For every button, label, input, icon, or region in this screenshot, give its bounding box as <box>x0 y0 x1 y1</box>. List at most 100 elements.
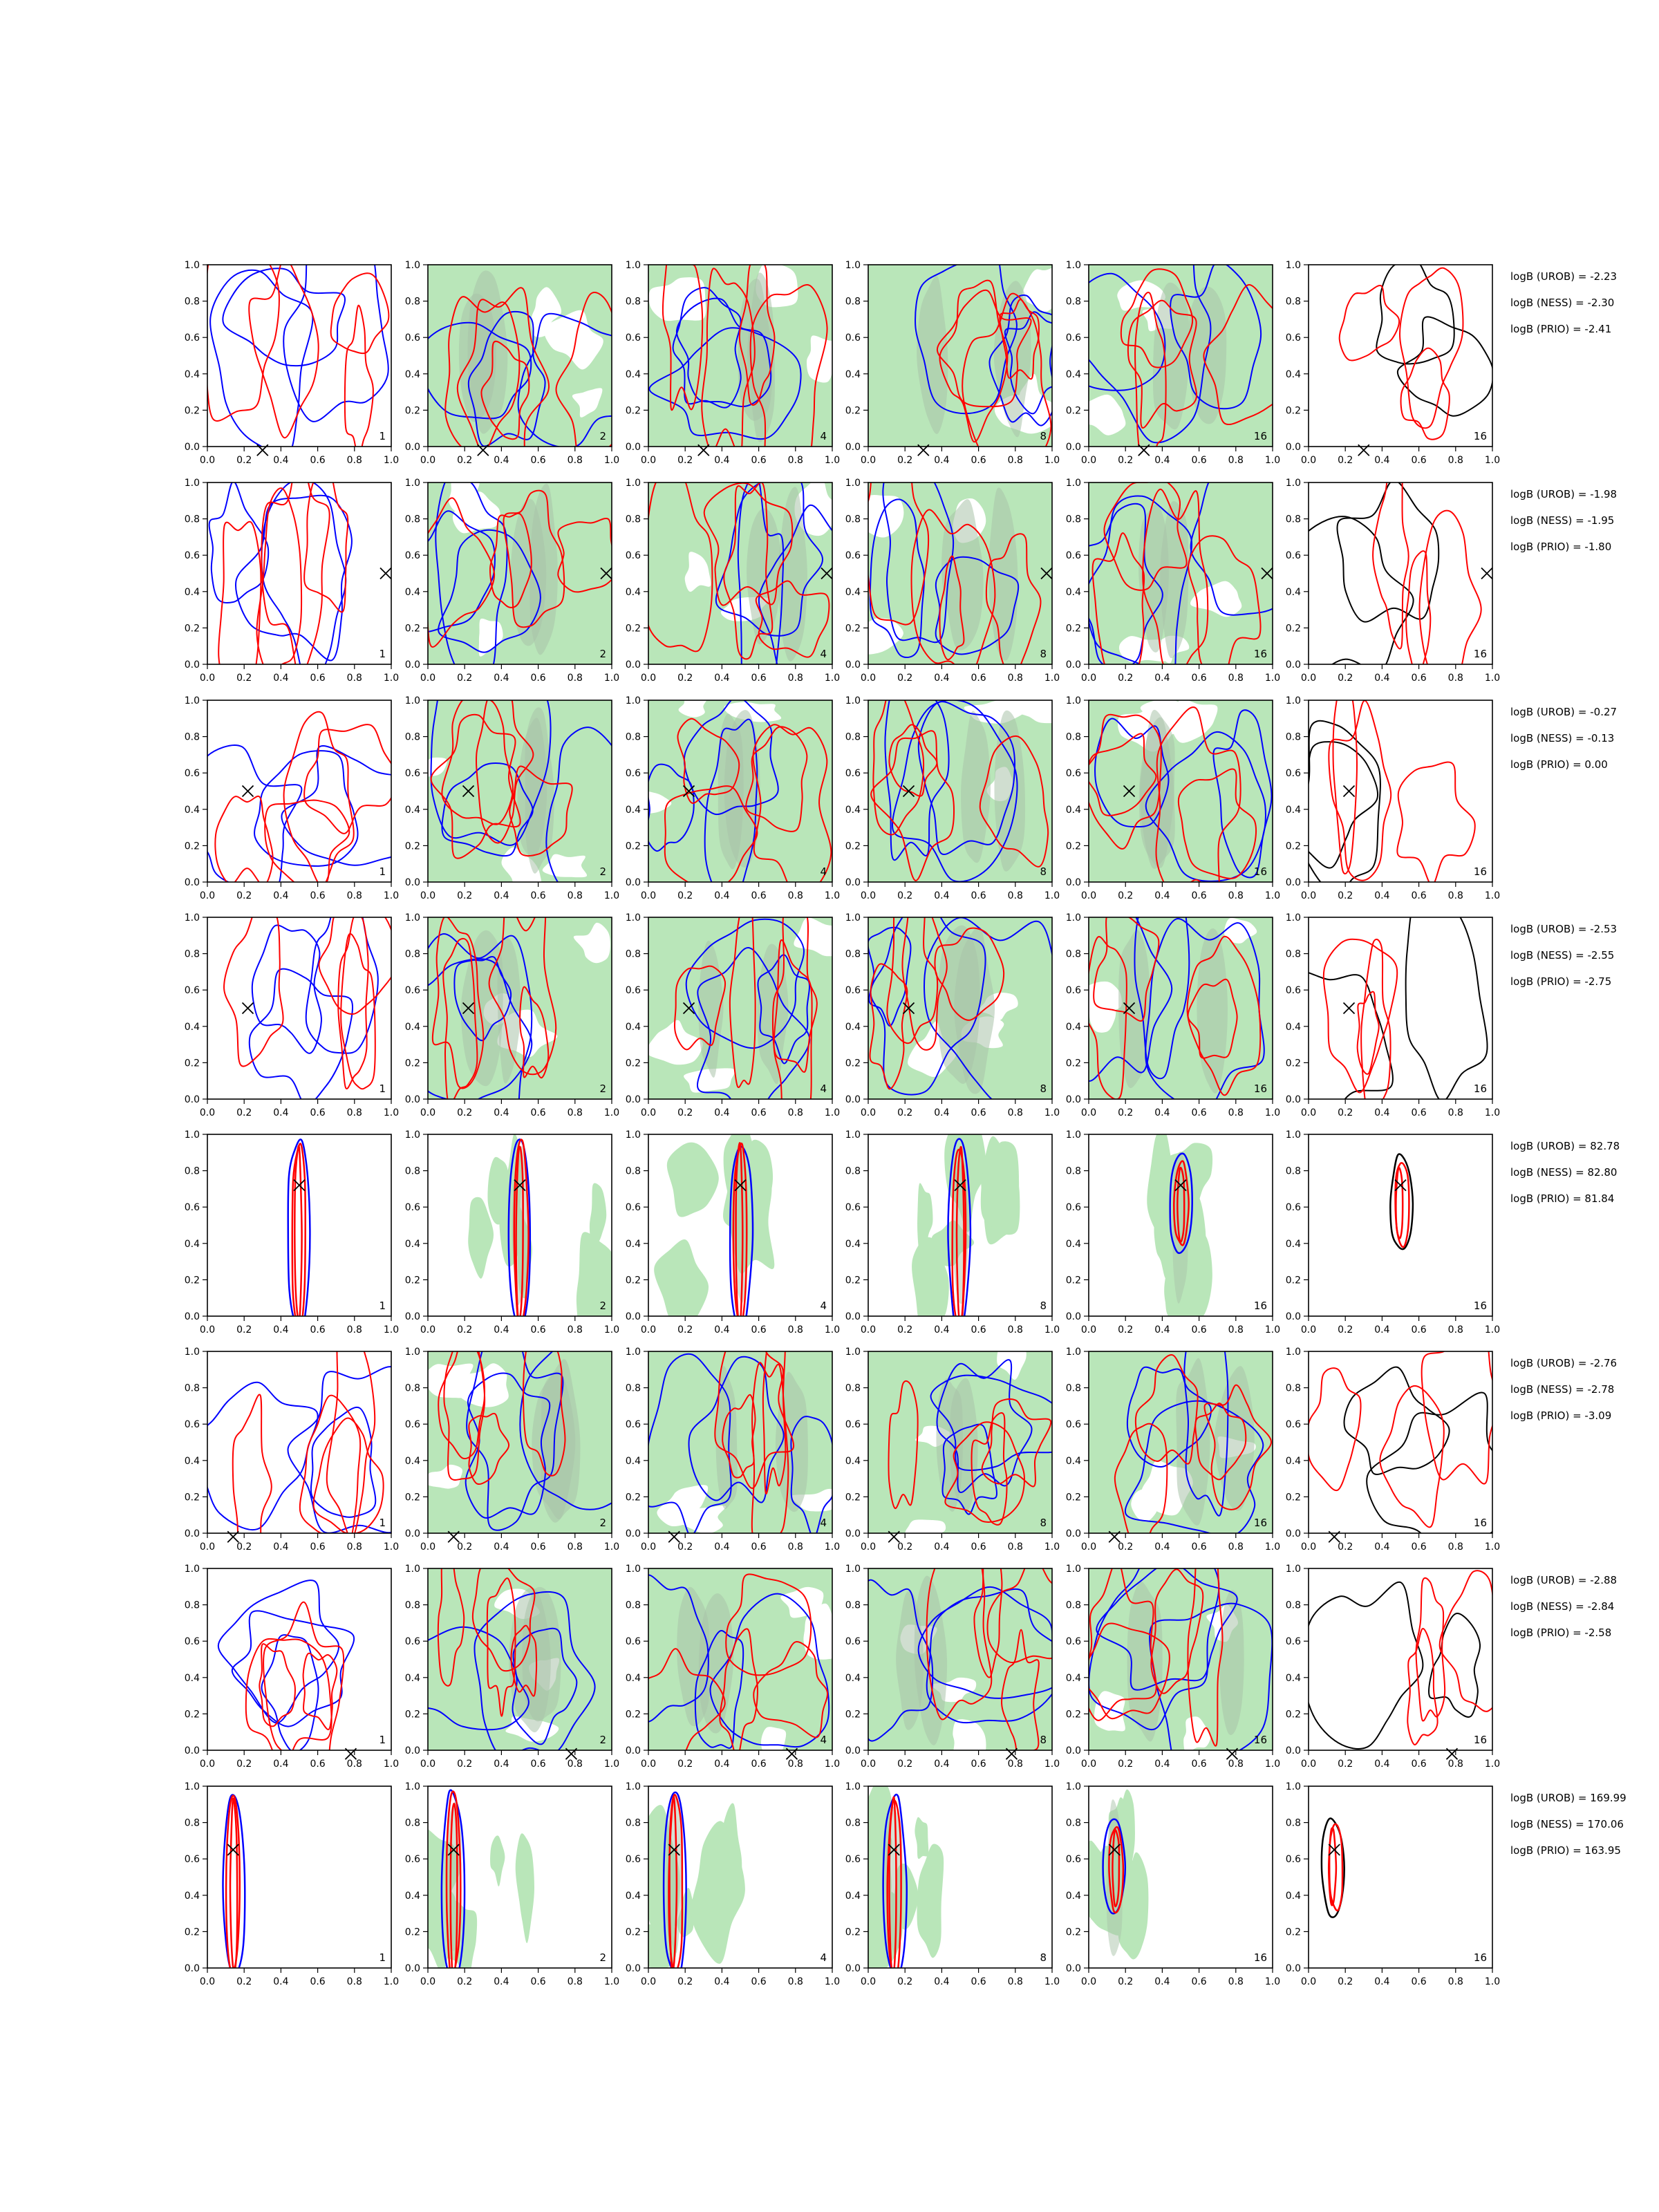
x-tick-label: 1.0 <box>604 1107 619 1118</box>
x-tick-label: 0.2 <box>1338 1107 1353 1118</box>
y-tick-label: 0.8 <box>185 297 200 308</box>
y-tick-label: 0.4 <box>1286 1673 1301 1684</box>
contour-line <box>261 1634 319 1750</box>
contour-line <box>1103 482 1188 591</box>
y-tick-label: 0.2 <box>405 1709 420 1720</box>
y-tick-label: 0.0 <box>185 1963 200 1974</box>
contour-line <box>668 1795 678 1968</box>
truth-marker <box>600 567 612 580</box>
x-tick-label: 0.8 <box>1448 455 1463 466</box>
contour-line <box>467 310 546 447</box>
x-tick-label: 1.0 <box>604 673 619 684</box>
y-tick-label: 0.2 <box>185 1275 200 1286</box>
x-tick-label: 0.8 <box>568 1976 583 1987</box>
y-tick-label: 1.0 <box>626 1781 641 1792</box>
x-tick-label: 1.0 <box>1485 1107 1500 1118</box>
x-tick-label: 1.0 <box>825 890 840 901</box>
axes-frame <box>648 1568 833 1751</box>
contour-line <box>444 296 521 447</box>
x-tick-label: 0.0 <box>1301 1541 1316 1553</box>
y-tick-label: 0.4 <box>1066 1456 1081 1467</box>
x-tick-label: 0.4 <box>934 1976 949 1987</box>
fill-gap <box>657 1485 709 1526</box>
x-tick-label: 0.2 <box>897 455 912 466</box>
truth-marker <box>462 1002 475 1015</box>
y-tick-label: 1.0 <box>185 695 200 706</box>
truth-marker <box>293 1179 306 1192</box>
contour-line <box>512 1627 578 1745</box>
contour-line <box>697 947 811 1099</box>
truth-marker <box>682 785 695 798</box>
logb-stat: logB (PRIO) = 0.00 <box>1510 758 1608 771</box>
y-tick-label: 0.0 <box>626 1528 641 1539</box>
contour-line <box>555 292 612 447</box>
contour-line <box>1395 1167 1404 1239</box>
y-tick-label: 0.8 <box>626 732 641 743</box>
x-tick-label: 1.0 <box>604 890 619 901</box>
x-tick-label: 0.4 <box>934 673 949 684</box>
x-tick-label: 1.0 <box>1044 1107 1060 1118</box>
contour-line <box>430 700 552 846</box>
fill-core <box>1152 282 1190 430</box>
x-tick-label: 0.2 <box>897 1324 912 1335</box>
y-tick-label: 0.2 <box>626 1927 641 1938</box>
y-tick-label: 0.2 <box>626 623 641 634</box>
y-tick-label: 0.0 <box>1066 659 1081 671</box>
x-tick-label: 0.4 <box>1154 1541 1170 1553</box>
y-tick-label: 0.4 <box>1286 1239 1301 1250</box>
contour-line <box>1114 1423 1168 1533</box>
x-tick-label: 1.0 <box>825 1759 840 1770</box>
y-tick-label: 0.4 <box>845 1673 861 1684</box>
y-tick-label: 0.8 <box>845 1818 861 1829</box>
y-tick-label: 0.0 <box>1286 442 1301 453</box>
y-tick-label: 0.2 <box>845 1275 861 1286</box>
y-tick-label: 0.6 <box>626 550 641 561</box>
fill-region <box>980 1136 1020 1235</box>
contour-line <box>719 1628 758 1750</box>
x-tick-label: 1.0 <box>1044 1324 1060 1335</box>
y-tick-label: 0.2 <box>405 623 420 634</box>
panel-r7-c2: 0.0 0.2 0.4 0.6 0.8 1.0 0.0 0.2 0.4 0.6 0.8 1.0 2 <box>405 1564 619 1770</box>
contour-line <box>1396 316 1492 417</box>
x-tick-label: 0.2 <box>897 673 912 684</box>
contour-line <box>431 917 485 1089</box>
x-tick-label: 0.4 <box>934 890 949 901</box>
y-tick-label: 0.0 <box>845 1963 861 1974</box>
x-tick-label: 0.8 <box>347 673 362 684</box>
y-tick-label: 0.0 <box>1066 1963 1081 1974</box>
contour-line <box>1183 1351 1229 1517</box>
panel-label: 16 <box>1474 1300 1487 1312</box>
x-tick-label: 0.4 <box>273 1324 288 1335</box>
contour-line <box>1126 1366 1212 1468</box>
y-tick-label: 0.4 <box>626 369 641 380</box>
x-tick-label: 0.8 <box>568 673 583 684</box>
contour-line <box>1372 482 1409 650</box>
panel-label: 2 <box>599 430 606 442</box>
contour-line <box>435 482 508 664</box>
y-tick-label: 0.8 <box>405 1166 420 1177</box>
y-tick-label: 0.6 <box>405 1202 420 1213</box>
y-tick-label: 0.2 <box>1066 405 1081 416</box>
x-tick-label: 0.2 <box>457 673 472 684</box>
x-tick-label: 0.8 <box>347 1107 362 1118</box>
x-tick-label: 0.4 <box>273 1107 288 1118</box>
x-tick-label: 0.0 <box>1081 455 1096 466</box>
contour-line <box>884 700 950 861</box>
logb-stat: logB (PRIO) = -2.41 <box>1510 323 1611 335</box>
contour-line <box>729 1145 754 1316</box>
y-tick-label: 0.6 <box>845 550 861 561</box>
axes-frame <box>1308 700 1493 883</box>
y-tick-label: 0.0 <box>185 877 200 888</box>
panel-r7-c4: 0.0 0.2 0.4 0.6 0.8 1.0 0.0 0.2 0.4 0.6 0.8 1.0 8 <box>845 1564 1060 1770</box>
truth-marker <box>462 785 475 798</box>
fill-core <box>1138 717 1174 868</box>
y-tick-label: 0.2 <box>626 841 641 852</box>
y-tick-label: 0.2 <box>626 1492 641 1503</box>
axes-frame <box>1308 917 1493 1100</box>
panel-r1-c4: 0.0 0.2 0.4 0.6 0.8 1.0 0.0 0.2 0.4 0.6 0.8 1.0 8 <box>845 260 1060 466</box>
x-tick-label: 1.0 <box>825 1107 840 1118</box>
y-tick-label: 1.0 <box>845 1564 861 1575</box>
panel-label: 2 <box>599 1951 606 1964</box>
y-tick-label: 0.0 <box>1286 1528 1301 1539</box>
axes-frame <box>1088 1134 1273 1317</box>
